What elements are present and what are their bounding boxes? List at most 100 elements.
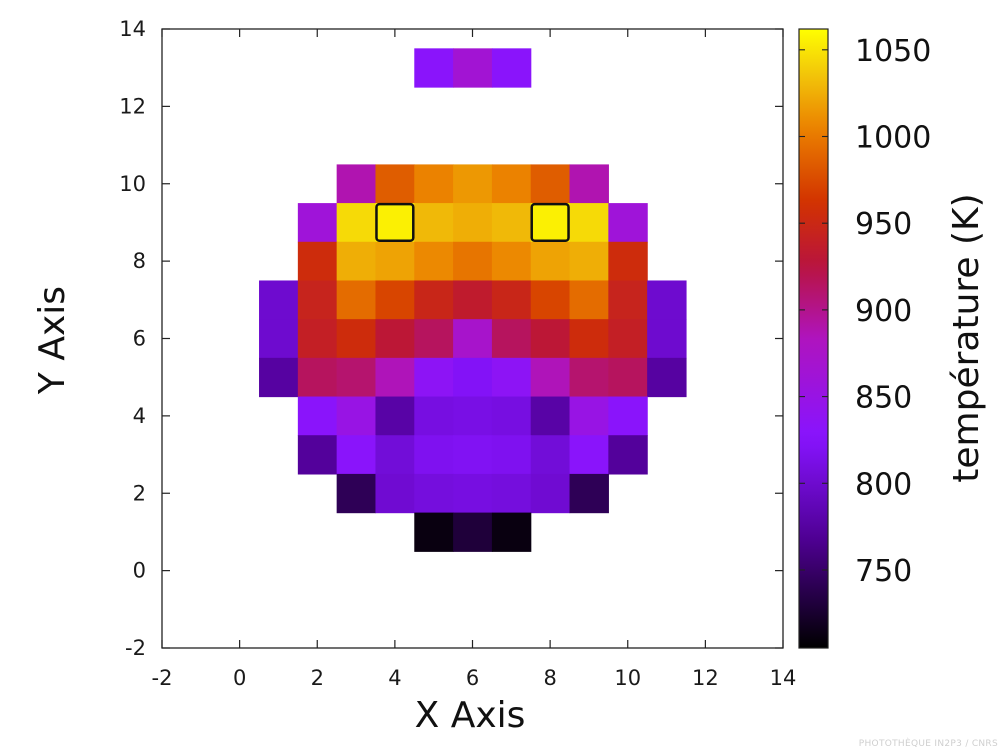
heatmap-cell xyxy=(414,203,454,243)
highlight-box xyxy=(530,202,570,243)
heatmap-cell xyxy=(569,435,609,475)
heatmap-cell xyxy=(453,473,493,514)
heatmap-cell xyxy=(491,396,532,436)
heatmap-cell xyxy=(453,396,493,436)
heatmap-cell xyxy=(491,319,532,359)
heatmap-cell xyxy=(569,473,609,514)
heatmap-cell xyxy=(530,357,571,398)
heatmap-cell xyxy=(375,280,415,320)
colorbar-tick-label: 800 xyxy=(855,467,912,502)
heatmap-cell xyxy=(530,396,571,436)
heatmap-cell xyxy=(608,319,648,359)
heatmap-cell xyxy=(375,203,415,243)
x-tick-label: 8 xyxy=(543,666,556,690)
heatmap-cell xyxy=(375,164,415,204)
y-tick-label: 8 xyxy=(133,249,146,273)
heatmap-cell xyxy=(608,280,648,320)
heatmap-cell xyxy=(414,241,454,282)
heatmap-cell xyxy=(491,435,532,475)
y-tick-label: 12 xyxy=(119,94,146,118)
heatmap-cell xyxy=(453,164,493,204)
y-tick-label: 2 xyxy=(133,481,146,505)
x-tick-label: 14 xyxy=(770,666,797,690)
y-tick-label: 4 xyxy=(133,404,146,428)
heatmap-cell xyxy=(453,241,493,282)
heatmap-cell xyxy=(608,435,648,475)
heatmap-cell xyxy=(336,164,377,204)
colorbar-tick-label: 1050 xyxy=(855,34,931,69)
heatmap-cell xyxy=(297,435,338,475)
heatmap-cell xyxy=(375,319,415,359)
x-tick-label: 0 xyxy=(233,666,246,690)
heatmap-cell xyxy=(608,203,648,243)
heatmap-cell xyxy=(491,512,532,552)
heatmap-cell xyxy=(375,241,415,282)
highlight-box xyxy=(375,202,415,243)
y-tick-label: 10 xyxy=(119,172,146,196)
heatmap-cell xyxy=(453,280,493,320)
heatmap-cell xyxy=(530,203,571,243)
heatmap-cell xyxy=(569,396,609,436)
y-tick-label: -2 xyxy=(125,636,146,660)
heatmap-cell xyxy=(297,396,338,436)
colorbar-tick-label: 950 xyxy=(855,207,912,242)
photo-credit: PHOTOTHÈQUE IN2P3 / CNRS xyxy=(858,739,998,749)
heatmap-cell xyxy=(259,319,299,359)
heatmap-cell xyxy=(453,435,493,475)
heatmap-cell xyxy=(297,280,338,320)
x-tick-label: 2 xyxy=(311,666,324,690)
heatmap-cell xyxy=(530,241,571,282)
x-tick-label: -2 xyxy=(152,666,173,690)
heatmap-cell xyxy=(297,357,338,398)
heatmap-cell xyxy=(647,319,687,359)
heatmap-cell xyxy=(453,48,493,88)
heatmap-cell xyxy=(491,241,532,282)
heatmap-cell xyxy=(375,357,415,398)
heatmap-cell xyxy=(530,473,571,514)
heatmap-cells xyxy=(259,48,687,552)
heatmap-cell xyxy=(647,280,687,320)
y-axis-ticks: -2 0 2 4 6 8 10 12 14 xyxy=(119,17,783,660)
heatmap-cell xyxy=(491,48,532,88)
heatmap-cell xyxy=(414,357,454,398)
heatmap-cell xyxy=(530,319,571,359)
colorbar-tick-label: 900 xyxy=(855,294,912,329)
y-tick-label: 6 xyxy=(133,327,146,351)
x-tick-label: 4 xyxy=(388,666,401,690)
heatmap-cell xyxy=(414,319,454,359)
heatmap-cell xyxy=(414,512,454,552)
heatmap-cell xyxy=(569,164,609,204)
heatmap-cell xyxy=(375,396,415,436)
y-axis-label: Y Axis xyxy=(32,286,73,395)
heatmap-cell xyxy=(608,396,648,436)
heatmap-cell xyxy=(336,473,377,514)
heatmap-cell xyxy=(297,203,338,243)
heatmap-cell xyxy=(491,473,532,514)
heatmap-cell xyxy=(414,48,454,88)
colorbar-tick-label: 750 xyxy=(855,554,912,589)
heatmap-cell xyxy=(530,164,571,204)
heatmap-cell xyxy=(336,241,377,282)
heatmap-cell xyxy=(530,280,571,320)
heatmap-cell xyxy=(414,396,454,436)
heatmap-cell xyxy=(336,435,377,475)
heatmap-cell xyxy=(336,357,377,398)
heatmap-cell xyxy=(414,164,454,204)
heatmap-cell xyxy=(336,280,377,320)
heatmap-cell xyxy=(336,396,377,436)
heatmap-cell xyxy=(297,241,338,282)
heatmap-cell xyxy=(608,241,648,282)
heatmap-cell xyxy=(336,319,377,359)
heatmap-cell xyxy=(375,473,415,514)
heatmap-cell xyxy=(569,203,609,243)
colorbar: 750 800 850 900 950 1000 1050 xyxy=(798,28,931,649)
colorbar-label: température (K) xyxy=(946,193,987,482)
colorbar-tick-label: 850 xyxy=(855,381,912,416)
highlighted-cells xyxy=(375,202,570,243)
colorbar-tick-label: 1000 xyxy=(855,121,931,156)
heatmap-cell xyxy=(259,280,299,320)
heatmap-cell xyxy=(453,357,493,398)
heatmap-cell xyxy=(569,280,609,320)
heatmap-cell xyxy=(453,319,493,359)
heatmap-cell xyxy=(491,357,532,398)
